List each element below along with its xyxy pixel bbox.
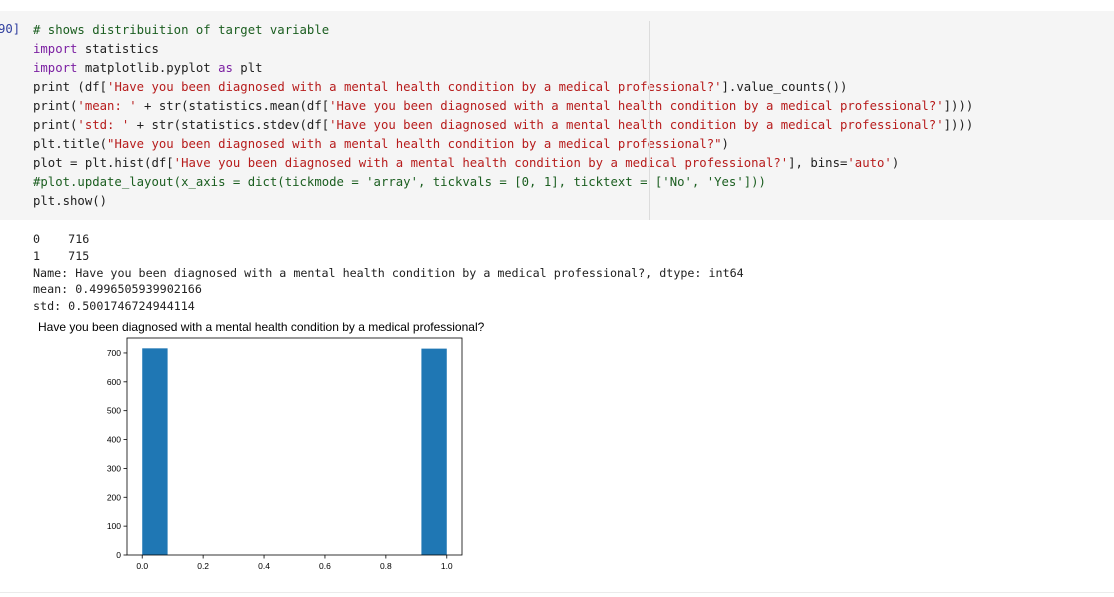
code-token: 'auto' (847, 156, 892, 170)
code-token: print( (33, 99, 78, 113)
y-tick-label: 600 (107, 377, 121, 387)
y-tick-label: 500 (107, 406, 121, 416)
y-tick-label: 100 (107, 521, 121, 531)
code-token: + str(statistics.stdev(df[ (129, 118, 330, 132)
x-tick-label: 0.6 (319, 561, 331, 571)
code-token: ].value_counts()) (721, 80, 848, 94)
code-line[interactable]: import matplotlib.pyplot as plt (33, 59, 973, 78)
code-token: 'Have you been diagnosed with a mental h… (329, 118, 944, 132)
x-tick-label: 0.4 (258, 561, 270, 571)
code-line[interactable]: # shows distribuition of target variable (33, 21, 973, 40)
code-line[interactable]: print('std: ' + str(statistics.stdev(df[… (33, 116, 973, 135)
code-token: statistics (77, 42, 159, 56)
output-line: mean: 0.4996505939902166 (33, 282, 202, 297)
chart-title: Have you been diagnosed with a mental he… (38, 320, 485, 334)
histogram-chart: Have you been diagnosed with a mental he… (38, 320, 485, 571)
code-token: ], bins= (788, 156, 848, 170)
x-tick-label: 0.8 (380, 561, 392, 571)
code-token: ) (721, 137, 729, 151)
line-length-ruler (649, 21, 650, 220)
code-token: plt.show() (33, 194, 108, 208)
code-token: plt.title( (33, 137, 108, 151)
y-tick-label: 400 (107, 435, 121, 445)
code-line[interactable]: plot = plt.hist(df['Have you been diagno… (33, 154, 973, 173)
histogram-output: Have you been diagnosed with a mental he… (0, 316, 600, 586)
code-token: 'Have you been diagnosed with a mental h… (107, 80, 722, 94)
code-token: 'mean: ' (77, 99, 137, 113)
code-token: 'Have you been diagnosed with a mental h… (329, 99, 944, 113)
code-token: print( (33, 118, 78, 132)
x-tick-label: 0.2 (197, 561, 209, 571)
y-tick-label: 200 (107, 492, 121, 502)
code-token: import (33, 61, 78, 75)
code-token: #plot.update_layout(x_axis = dict(tickmo… (33, 175, 766, 189)
code-token: plt (232, 61, 263, 75)
code-token: 'std: ' (77, 118, 130, 132)
code-token: as (218, 61, 233, 75)
code-token: "Have you been diagnosed with a mental h… (107, 137, 722, 151)
code-line[interactable]: plt.show() (33, 192, 973, 211)
cell-output-text: 0 716 1 715 Name: Have you been diagnosed … (33, 231, 744, 315)
code-cell-input[interactable] (0, 11, 1114, 220)
axes-frame (126, 337, 463, 556)
code-token: ]))) (943, 118, 974, 132)
histogram-bar-0 (142, 348, 168, 555)
code-token: ]))) (943, 99, 974, 113)
code-token: import (33, 42, 78, 56)
x-tick-label: 1.0 (441, 561, 453, 571)
code-line[interactable]: print (df['Have you been diagnosed with … (33, 78, 973, 97)
code-token: 'Have you been diagnosed with a mental h… (173, 156, 789, 170)
code-token: plot = plt.hist(df[ (33, 156, 174, 170)
histogram-bar-1 (421, 348, 447, 555)
code-token: ) (891, 156, 900, 170)
code-line[interactable]: plt.title("Have you been diagnosed with … (33, 135, 973, 154)
code-editor[interactable]: # shows distribuition of target variable… (33, 21, 973, 211)
code-line[interactable]: import statistics (33, 40, 973, 59)
x-tick-label: 0.0 (136, 561, 148, 571)
output-line: 0 716 (33, 232, 90, 246)
code-line[interactable]: #plot.update_layout(x_axis = dict(tickmo… (33, 173, 973, 192)
y-tick-label: 300 (107, 463, 121, 473)
code-line[interactable]: print('mean: ' + str(statistics.mean(df[… (33, 97, 973, 116)
code-token: + str(statistics.mean(df[ (136, 99, 330, 113)
cell-bottom-border (0, 592, 1114, 593)
output-line: 1 715 (33, 248, 90, 263)
output-line: Name: Have you been diagnosed with a men… (33, 265, 744, 280)
cell-execution-count: 90] (0, 22, 21, 36)
code-token: print (df[ (33, 80, 108, 94)
code-token: # shows distribuition of target variable (33, 23, 330, 37)
y-tick-label: 0 (116, 550, 121, 560)
y-tick-label: 700 (107, 348, 121, 358)
output-line: std: 0.5001746724944114 (33, 299, 195, 314)
code-token: matplotlib.pyplot (77, 61, 219, 75)
